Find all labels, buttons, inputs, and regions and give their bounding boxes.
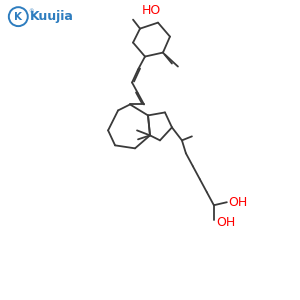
Text: OH: OH bbox=[228, 196, 247, 209]
Text: Kuujia: Kuujia bbox=[30, 10, 74, 23]
Text: OH: OH bbox=[216, 216, 235, 229]
Text: ®: ® bbox=[28, 9, 33, 14]
Text: HO: HO bbox=[142, 4, 161, 16]
Text: K: K bbox=[14, 12, 22, 22]
